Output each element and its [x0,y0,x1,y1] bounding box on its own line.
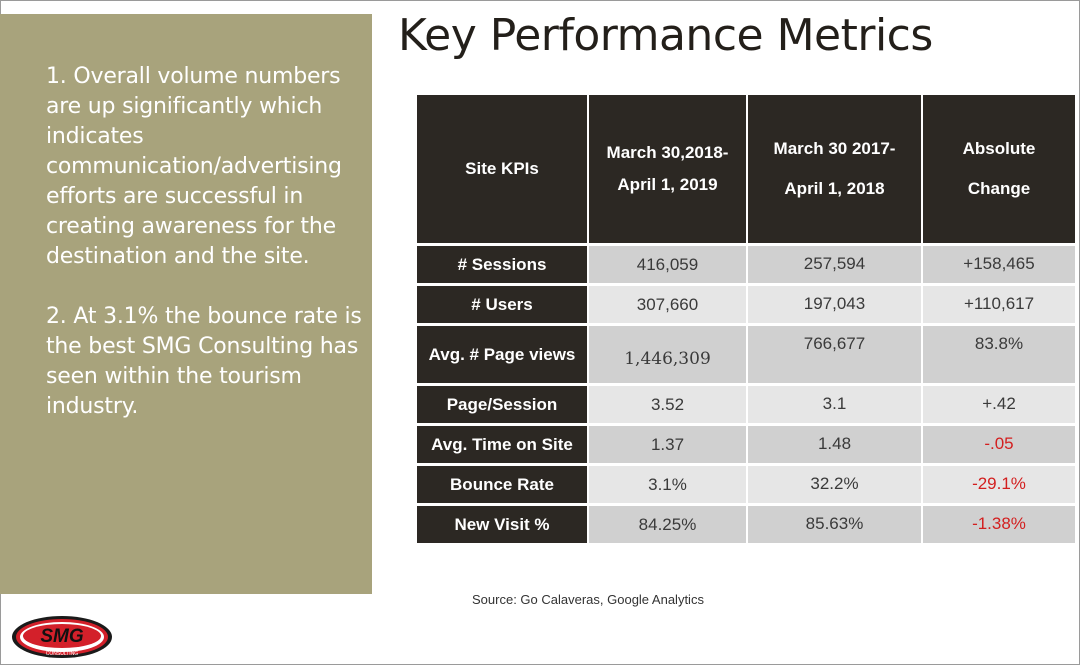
previous-value: 32.2% [748,466,921,506]
smg-consulting-logo: SMG CONSULTING [12,616,112,658]
current-value: 1.37 [589,426,746,466]
notes-text: 1. Overall volume numbers are up signifi… [46,62,368,452]
previous-value: 85.63% [748,506,921,546]
svg-text:CONSULTING: CONSULTING [46,651,79,657]
row-label: # Users [417,286,587,326]
row-label: New Visit % [417,506,587,546]
current-value: 416,059 [589,246,746,286]
header-absolute-change: Absolute Change [923,95,1075,246]
change-value: +110,617 [923,286,1075,326]
change-value: +158,465 [923,246,1075,286]
note-1: 1. Overall volume numbers are up signifi… [46,64,342,269]
change-value: -1.38% [923,506,1075,546]
table-row: Avg. # Page views 1,446,309 766,677 83.8… [417,326,1075,386]
table-row: Page/Session 3.52 3.1 +.42 [417,386,1075,426]
table-row: # Sessions 416,059 257,594 +158,465 [417,246,1075,286]
header-previous-period: March 30 2017- April 1, 2018 [748,95,921,246]
source-note: Source: Go Calaveras, Google Analytics [472,592,704,607]
current-value: 84.25% [589,506,746,546]
svg-text:SMG: SMG [40,626,84,647]
page-title: Key Performance Metrics [398,10,933,61]
previous-value: 3.1 [748,386,921,426]
table-row: Bounce Rate 3.1% 32.2% -29.1% [417,466,1075,506]
change-value: 83.8% [923,326,1075,386]
current-value: 3.1% [589,466,746,506]
row-label: Bounce Rate [417,466,587,506]
previous-value: 1.48 [748,426,921,466]
row-label: # Sessions [417,246,587,286]
table-row: New Visit % 84.25% 85.63% -1.38% [417,506,1075,546]
previous-value: 197,043 [748,286,921,326]
header-current-period: March 30,2018- April 1, 2019 [589,95,746,246]
row-label: Avg. Time on Site [417,426,587,466]
current-value: 1,446,309 [589,326,746,386]
previous-value: 257,594 [748,246,921,286]
change-value: -.05 [923,426,1075,466]
notes-panel: 1. Overall volume numbers are up signifi… [0,14,372,594]
kpi-table: Site KPIs March 30,2018- April 1, 2019 Ma… [415,95,1077,546]
change-value: -29.1% [923,466,1075,506]
table-row: # Users 307,660 197,043 +110,617 [417,286,1075,326]
note-2: 2. At 3.1% the bounce rate is the best S… [46,304,362,419]
table-row: Avg. Time on Site 1.37 1.48 -.05 [417,426,1075,466]
table-header-row: Site KPIs March 30,2018- April 1, 2019 Ma… [417,95,1075,246]
current-value: 3.52 [589,386,746,426]
header-site-kpis: Site KPIs [417,95,587,246]
previous-value: 766,677 [748,326,921,386]
row-label: Avg. # Page views [417,326,587,386]
current-value: 307,660 [589,286,746,326]
row-label: Page/Session [417,386,587,426]
change-value: +.42 [923,386,1075,426]
